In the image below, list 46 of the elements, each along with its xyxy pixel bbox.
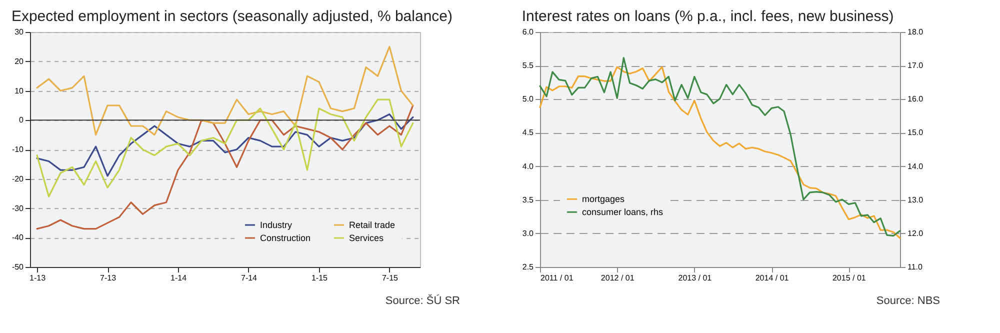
y-tick-label: 6.0 [522,28,534,36]
y2-tick-label: 13.0 [908,195,924,204]
y-tick-label: -50 [12,262,24,272]
source-note: Source: NBS [876,295,940,307]
legend-label: Services [349,233,384,243]
x-tick-label: 2011 / 01 [540,274,574,282]
y-tick-label: 3.5 [522,195,534,204]
x-tick-label: 7-14 [240,274,258,282]
legend-label: Industry [260,220,293,230]
legend-label: mortgages [582,194,626,204]
source-note: Source: ŠÚ SR [385,294,460,307]
y-tick-label: 30 [14,28,24,36]
y-tick-label: -40 [12,233,24,242]
x-tick-label: 7-15 [382,274,399,282]
y2-tick-label: 12.0 [908,228,924,238]
x-tick-label: 2013 / 01 [678,274,712,282]
y-tick-label: 2.5 [522,262,534,272]
x-tick-label: 7-13 [100,274,117,282]
y-tick-label: 5.0 [522,94,534,104]
y2-tick-label: 15.0 [908,128,924,138]
chart-title: Interest rates on loans (% p.a., incl. fees, new business) [522,8,894,25]
y2-tick-label: 18.0 [908,28,924,36]
x-tick-label: 2014 / 01 [755,274,790,282]
y2-tick-label: 17.0 [908,61,924,70]
y2-tick-label: 16.0 [908,94,924,104]
x-tick-label: 2015 / 01 [832,274,866,282]
y-tick-label: 4.0 [522,162,534,171]
x-tick-label: 2012 / 01 [600,274,635,282]
y-tick-label: 5.5 [522,61,534,70]
legend-label: Construction [260,233,311,243]
x-tick-label: 1-14 [170,274,188,282]
legend-label: consumer loans, rhs [582,207,664,218]
chart-title: Expected employment in sectors (seasonally adjusted, % balance) [11,8,453,25]
y-tick-label: 4.5 [522,128,534,138]
y-tick-label: -30 [12,204,24,213]
y-tick-label: 20 [14,56,24,66]
y-tick-label: -20 [12,174,24,184]
y-tick-label: 3.0 [522,228,534,238]
legend-label: Retail trade [349,220,396,230]
x-tick-label: 1-15 [311,274,328,282]
y2-tick-label: 14.0 [908,162,924,171]
y-tick-label: 0 [19,116,24,125]
y-tick-label: -10 [12,145,24,154]
y2-tick-label: 11.0 [908,262,924,272]
y-tick-label: 10 [14,86,24,96]
x-tick-label: 1-13 [30,274,46,282]
